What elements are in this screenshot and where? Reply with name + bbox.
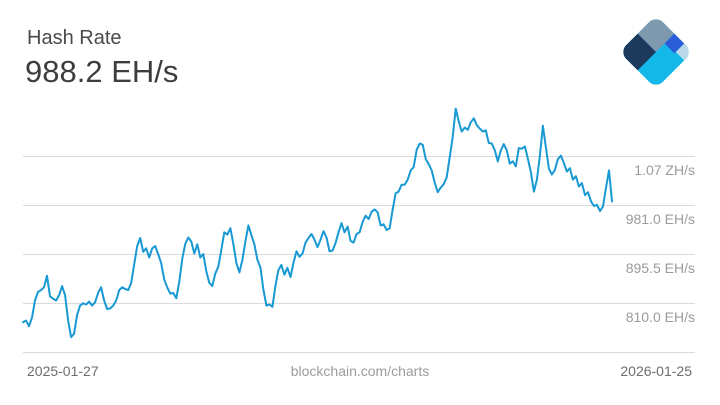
y-axis-label-3: 810.0 EH/s xyxy=(625,309,695,325)
x-axis-end-date: 2026-01-25 xyxy=(620,363,692,379)
hashrate-line xyxy=(22,107,613,339)
y-axis-label-2: 895.5 EH/s xyxy=(625,260,695,276)
chart-title: Hash Rate xyxy=(27,27,122,49)
watermark: blockchain.com/charts xyxy=(290,363,430,379)
blockchain-logo[interactable] xyxy=(618,14,694,90)
y-axis-label-0: 1.07 ZH/s xyxy=(634,162,695,178)
logo-tile-slate xyxy=(637,15,675,52)
chart-current-value: 988.2 EH/s xyxy=(25,54,179,89)
y-axis-label-1: 981.0 EH/s xyxy=(625,211,695,227)
x-axis-start-date: 2025-01-27 xyxy=(27,363,99,379)
